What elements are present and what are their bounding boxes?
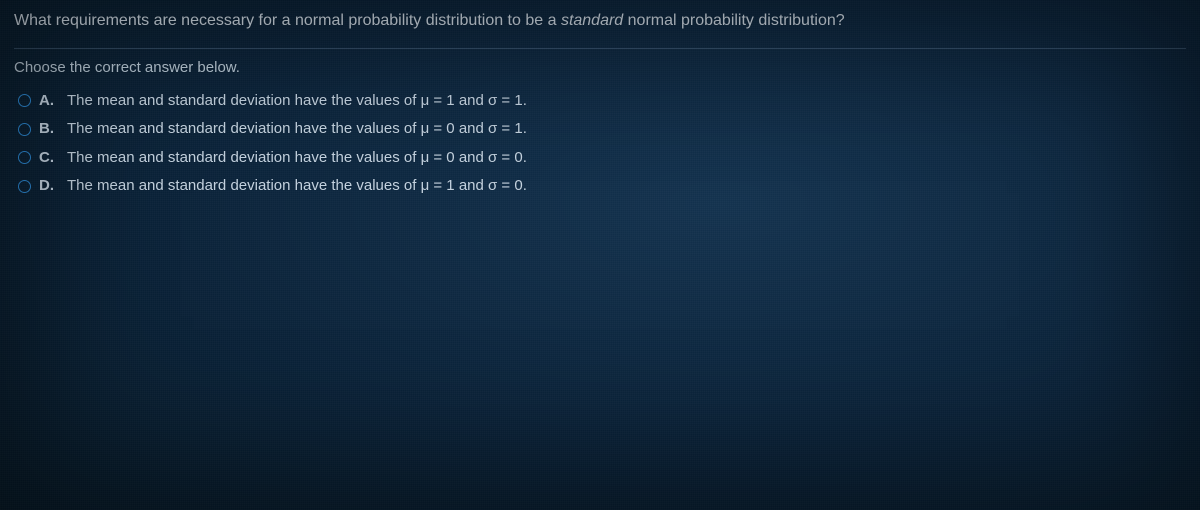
option-text: The mean and standard deviation have the… — [67, 147, 527, 170]
divider — [14, 48, 1186, 49]
option-letter: C. — [39, 147, 59, 170]
option-c[interactable]: C. The mean and standard deviation have … — [18, 147, 1186, 170]
option-letter: B. — [39, 118, 59, 141]
question-text: What requirements are necessary for a no… — [14, 10, 1186, 42]
option-letter: D. — [39, 175, 59, 198]
radio-icon[interactable] — [18, 123, 31, 136]
option-letter: A. — [39, 90, 59, 113]
question-italic: standard — [561, 12, 623, 29]
radio-icon[interactable] — [18, 94, 31, 107]
question-prefix: What requirements are necessary for a no… — [14, 12, 561, 29]
options-group: A. The mean and standard deviation have … — [14, 90, 1186, 198]
option-text: The mean and standard deviation have the… — [67, 118, 527, 141]
option-text: The mean and standard deviation have the… — [67, 175, 527, 198]
question-suffix: normal probability distribution? — [623, 12, 844, 29]
option-text: The mean and standard deviation have the… — [67, 90, 527, 113]
option-d[interactable]: D. The mean and standard deviation have … — [18, 175, 1186, 198]
option-a[interactable]: A. The mean and standard deviation have … — [18, 90, 1186, 113]
instruction-text: Choose the correct answer below. — [14, 59, 1186, 76]
option-b[interactable]: B. The mean and standard deviation have … — [18, 118, 1186, 141]
radio-icon[interactable] — [18, 151, 31, 164]
question-panel: What requirements are necessary for a no… — [0, 0, 1200, 198]
radio-icon[interactable] — [18, 180, 31, 193]
